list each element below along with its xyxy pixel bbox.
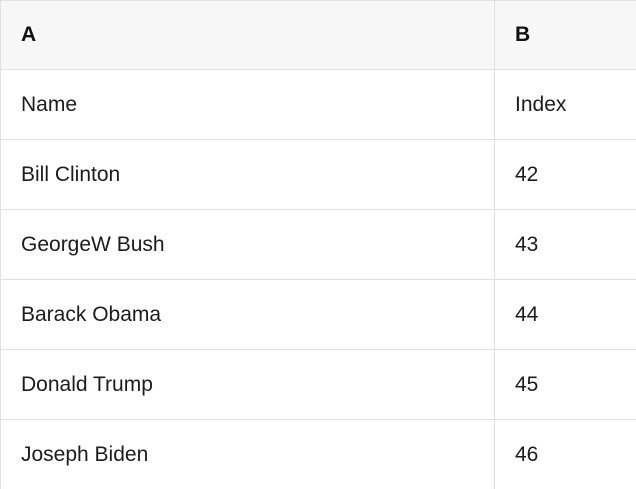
cell-a-row-0[interactable]: Name <box>1 70 495 139</box>
table-row: Bill Clinton 42 <box>1 140 636 210</box>
cell-a-row-4[interactable]: Donald Trump <box>1 350 495 419</box>
cell-b-row-3[interactable]: 44 <box>515 302 539 326</box>
header-row: A B <box>1 1 636 70</box>
cell-a-row-1[interactable]: Bill Clinton <box>1 140 495 209</box>
table-row: Barack Obama 44 <box>1 280 636 350</box>
cell-a-row-2[interactable]: GeorgeW Bush <box>1 210 495 279</box>
cell-b-row-0[interactable]: Index <box>515 92 567 116</box>
table-row: Joseph Biden 46 <box>1 420 636 489</box>
cell-a-row-5[interactable]: Joseph Biden <box>1 420 495 489</box>
column-header-b[interactable]: B <box>515 23 531 46</box>
cell-b-row-5[interactable]: 46 <box>515 442 539 466</box>
table-row: Donald Trump 45 <box>1 350 636 420</box>
column-header-a[interactable]: A <box>1 1 495 69</box>
table-row: Name Index <box>1 70 636 140</box>
table-row: GeorgeW Bush 43 <box>1 210 636 280</box>
cell-a-row-3[interactable]: Barack Obama <box>1 280 495 349</box>
cell-b-row-4[interactable]: 45 <box>515 372 539 396</box>
cell-b-row-1[interactable]: 42 <box>515 162 539 186</box>
cell-b-row-2[interactable]: 43 <box>515 232 539 256</box>
table-body: Name Index Bill Clinton 42 GeorgeW Bush 43 Bar… <box>1 70 636 489</box>
